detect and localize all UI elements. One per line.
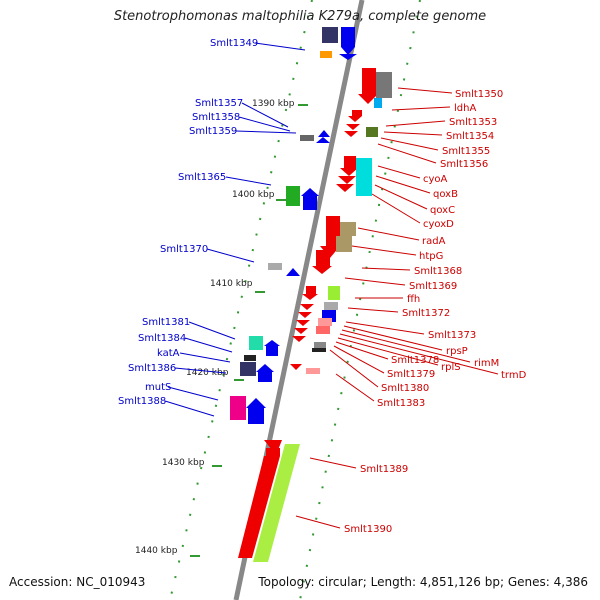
left-labels: Smlt1349 Smlt1357 Smlt1358 Smlt1359 Smlt… [118, 38, 306, 417]
tick-label-1420: 1420 kbp [186, 368, 229, 378]
accession-value: NC_010943 [76, 575, 146, 589]
label-smlt1378: Smlt1378 [391, 355, 439, 366]
tick-label-1440: 1440 kbp [135, 546, 178, 556]
label-htpG: htpG [419, 251, 443, 262]
label-smlt1372: Smlt1372 [402, 308, 450, 319]
label-smlt1368: Smlt1368 [414, 266, 462, 277]
label-qoxC: qoxC [430, 205, 455, 216]
left-genes [230, 27, 357, 424]
tick-marks [190, 104, 308, 557]
genome-summary-footer: Topology: circular; Length: 4,851,126 bp… [258, 575, 588, 589]
label-smlt1388: Smlt1388 [118, 396, 166, 407]
accession-label: Accession: [9, 575, 73, 589]
label-smlt1365: Smlt1365 [178, 172, 226, 183]
label-smlt1384: Smlt1384 [138, 333, 186, 344]
label-trmD: trmD [501, 370, 527, 381]
tick-label-1400: 1400 kbp [232, 190, 275, 200]
accession-footer: Accession: NC_010943 [9, 575, 145, 589]
genes-label: Genes: 4,386 [507, 575, 588, 589]
label-smlt1383: Smlt1383 [377, 398, 425, 409]
label-mutS: mutS [145, 382, 171, 393]
label-smlt1349: Smlt1349 [210, 38, 258, 49]
tick-labels: 1390 kbp 1400 kbp 1410 kbp 1420 kbp 1430… [135, 99, 295, 556]
label-smlt1386: Smlt1386 [128, 363, 176, 374]
tick-label-1430: 1430 kbp [162, 458, 205, 468]
topology-label: Topology: circular; [258, 575, 367, 589]
label-smlt1353: Smlt1353 [449, 117, 497, 128]
label-smlt1373: Smlt1373 [428, 330, 476, 341]
label-ldhA: ldhA [454, 103, 476, 114]
label-rpsP: rpsP [446, 346, 468, 357]
inner-track-dots [169, 0, 313, 600]
label-qoxB: qoxB [433, 189, 458, 200]
label-smlt1381: Smlt1381 [142, 317, 190, 328]
label-smlt1370: Smlt1370 [160, 244, 208, 255]
label-rplS: rplS [441, 362, 461, 373]
label-rimM: rimM [474, 358, 499, 369]
label-smlt1390: Smlt1390 [344, 524, 392, 535]
label-cyoA: cyoA [423, 174, 448, 185]
label-smlt1359: Smlt1359 [189, 126, 237, 137]
outer-track-dots [299, 0, 421, 600]
label-smlt1350: Smlt1350 [455, 89, 503, 100]
label-radA: radA [422, 236, 446, 247]
tick-label-1390: 1390 kbp [252, 99, 295, 109]
map-title: Stenotrophomonas maltophilia K279a, comp… [113, 9, 487, 24]
label-smlt1356: Smlt1356 [440, 159, 488, 170]
label-smlt1379: Smlt1379 [387, 369, 435, 380]
label-ffh: ffh [407, 294, 420, 305]
label-smlt1389: Smlt1389 [360, 464, 408, 475]
label-smlt1355: Smlt1355 [442, 146, 490, 157]
length-label: Length: 4,851,126 bp; [370, 575, 505, 589]
label-katA: katA [157, 348, 180, 359]
label-smlt1354: Smlt1354 [446, 131, 494, 142]
right-labels: Smlt1350 ldhA Smlt1353 Smlt1354 Smlt1355… [295, 87, 527, 535]
label-cyoxD: cyoxD [423, 219, 454, 230]
right-genes [238, 68, 392, 562]
label-smlt1380: Smlt1380 [381, 383, 429, 394]
label-smlt1357: Smlt1357 [195, 98, 243, 109]
label-smlt1369: Smlt1369 [409, 281, 457, 292]
tick-label-1410: 1410 kbp [210, 279, 253, 289]
label-smlt1358: Smlt1358 [192, 112, 240, 123]
